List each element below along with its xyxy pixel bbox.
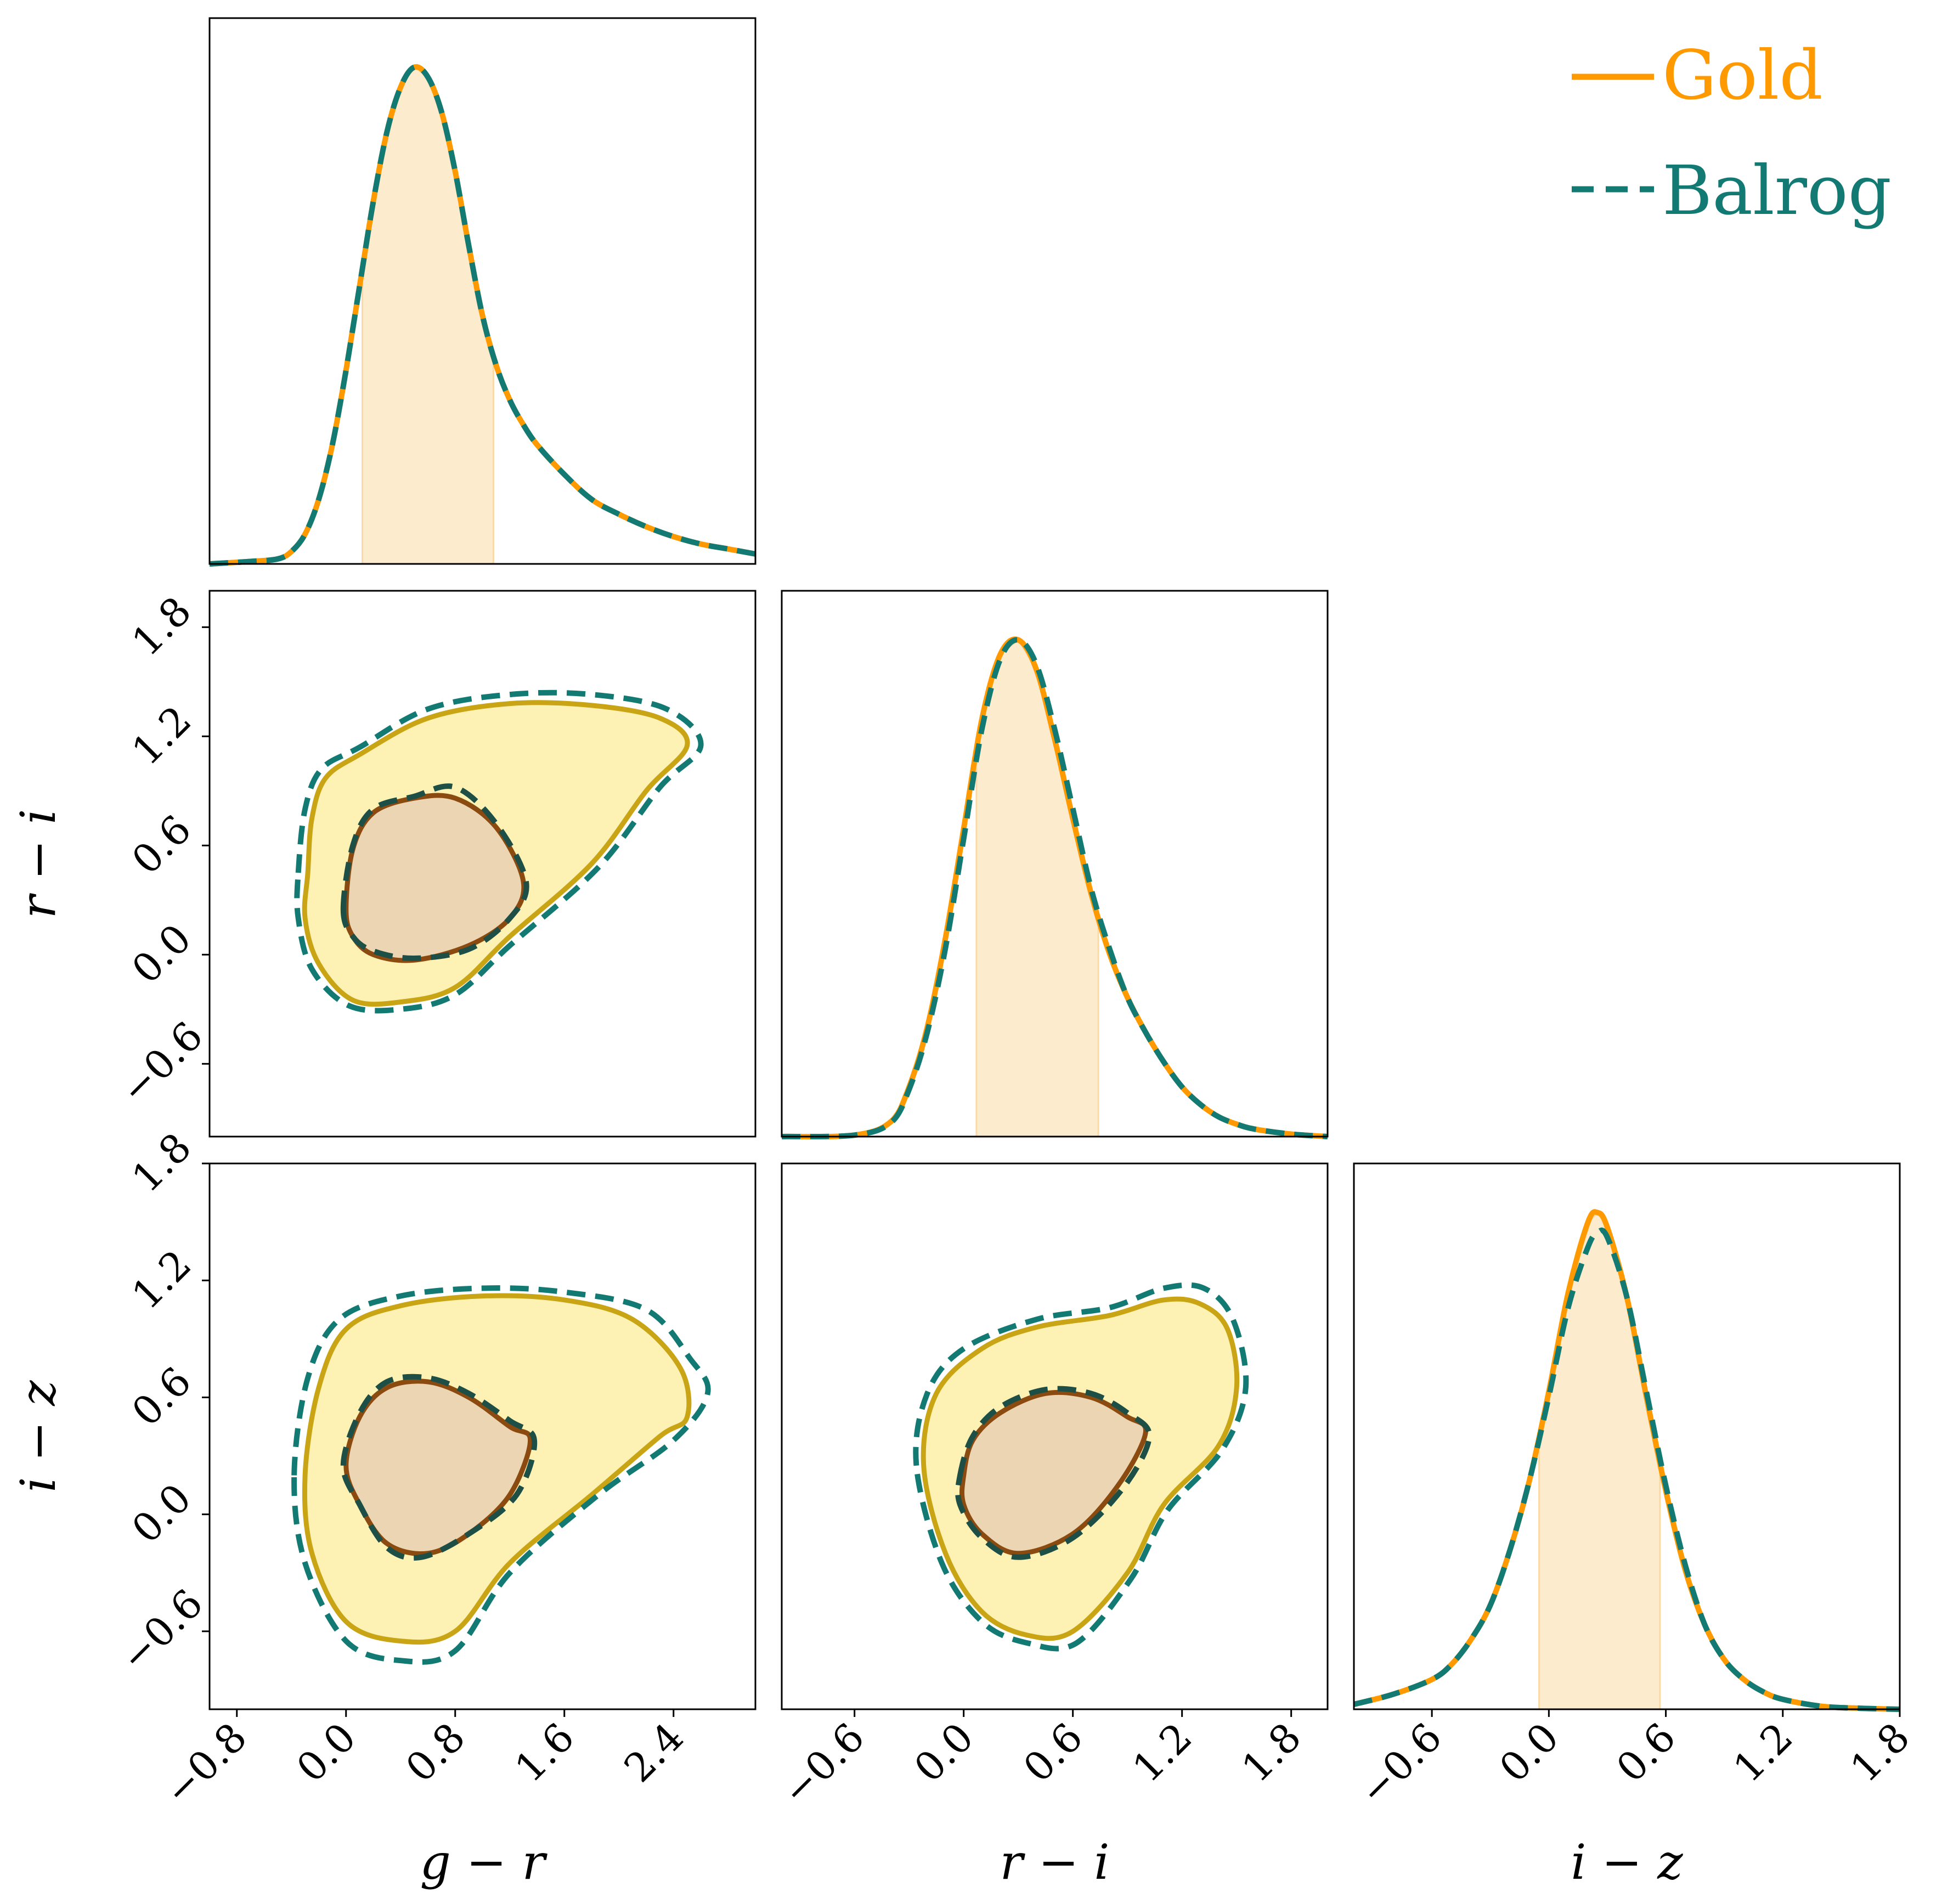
y-tick-label: 1.8 (123, 1124, 200, 1201)
x-tick-label: 0.0 (287, 1714, 364, 1791)
legend-balrog-label: Balrog (1662, 151, 1892, 230)
x-tick-label: 0.8 (397, 1714, 473, 1791)
credible-interval-iz (1538, 1212, 1661, 1710)
x-tick-label: 0.6 (1607, 1714, 1684, 1791)
legend-gold-label: Gold (1662, 36, 1823, 115)
marginal-panel-gr (208, 17, 757, 567)
panel-frame-gr-ri (208, 590, 757, 1138)
x-tick-label: 0.0 (905, 1714, 982, 1791)
balrog-density-curve-gr (209, 64, 756, 567)
y-axis-ri: −0.6 0.0 0.6 1.2 1.8 r − i (10, 587, 212, 1113)
x-axis-gr: −0.8 0.0 0.8 1.6 2.4 g − r (155, 1709, 692, 1890)
x-tick-label: 1.8 (1233, 1714, 1309, 1791)
x-tick-label: 1.8 (1842, 1714, 1918, 1791)
x-tick-label: 1.6 (506, 1714, 583, 1791)
x-tick-label: 2.4 (615, 1714, 692, 1791)
x-tick-label: 1.2 (1124, 1714, 1200, 1791)
y-tick-label: 1.2 (123, 1241, 200, 1318)
x-tick-label: 0.0 (1491, 1714, 1567, 1791)
y-tick-label: 0.0 (123, 1475, 200, 1552)
y-tick-label: 1.2 (123, 697, 200, 773)
gold-inner-contour (343, 1378, 533, 1556)
x-tick-label: 1.2 (1724, 1714, 1801, 1791)
x-tick-label: −0.6 (773, 1714, 873, 1815)
contour-panel-gr-iz (208, 1162, 757, 1710)
legend: Gold Balrog (1572, 36, 1892, 230)
x-axis-title-ri: r − i (1000, 1834, 1110, 1890)
x-axis-title-gr: g − r (420, 1834, 547, 1890)
contour-panel-ri-iz (781, 1162, 1329, 1710)
x-tick-label: −0.8 (155, 1714, 256, 1815)
contour-panel-gr-ri (208, 590, 757, 1138)
balrog-density-curve-ri (781, 637, 1328, 1140)
credible-interval-ri (975, 640, 1099, 1138)
y-tick-label: 0.6 (123, 1358, 200, 1435)
panels: −0.8 0.0 0.8 1.6 2.4 g − r −0.6 0.0 0.6 1.2 1.8 r −… (10, 17, 1918, 1890)
panel-frame-ri-iz (781, 1162, 1329, 1710)
x-axis-ri: −0.6 0.0 0.6 1.2 1.8 r − i (773, 1709, 1310, 1890)
x-tick-label: 0.6 (1014, 1714, 1091, 1791)
balrog-density-curve-iz (1353, 1227, 1900, 1712)
panel-frame-gr (208, 17, 757, 565)
panel-frame-ri (781, 590, 1329, 1138)
y-tick-label: 1.8 (123, 587, 200, 664)
balrog-outer-contour (294, 690, 704, 1014)
panel-frame-iz (1353, 1162, 1901, 1710)
marginal-panel-ri (781, 590, 1329, 1140)
y-tick-label: 0.6 (123, 806, 200, 883)
balrog-outer-contour (913, 1282, 1249, 1652)
balrog-inner-contour (340, 1374, 538, 1561)
x-axis-iz: −0.6 0.0 0.6 1.2 1.8 i − z (1350, 1709, 1918, 1890)
panel-frame-gr-iz (208, 1162, 757, 1710)
y-axis-iz: −0.6 0.0 0.6 1.2 1.8 i − z (10, 1124, 212, 1681)
y-tick-label: −0.6 (111, 1013, 212, 1113)
balrog-outer-contour (291, 1285, 711, 1665)
gold-inner-contour (343, 793, 527, 963)
y-axis-title-ri: r − i (10, 809, 66, 919)
y-tick-label: −0.6 (111, 1580, 212, 1681)
x-tick-label: −0.6 (1350, 1714, 1450, 1815)
y-axis-title-iz: i − z (10, 1380, 66, 1493)
marginal-panel-iz (1353, 1162, 1901, 1712)
y-tick-label: 0.0 (123, 915, 200, 992)
x-axis-title-iz: i − z (1571, 1834, 1683, 1890)
gold-inner-contour (959, 1389, 1148, 1556)
balrog-inner-contour (340, 783, 529, 962)
